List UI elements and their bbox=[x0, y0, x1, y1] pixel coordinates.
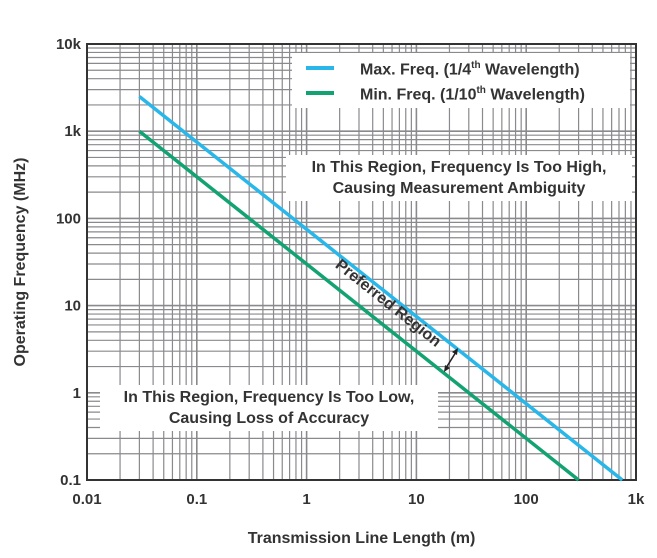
x-tick-label: 100 bbox=[514, 491, 539, 508]
double-arrow-icon bbox=[445, 351, 457, 369]
legend-swatch-min bbox=[306, 90, 334, 95]
y-tick-label: 1 bbox=[73, 385, 81, 402]
legend-item-min: Min. Freq. (1/10th Wavelength) bbox=[292, 80, 630, 105]
x-tick-label: 10 bbox=[408, 491, 425, 508]
legend: Max. Freq. (1/4th Wavelength) Min. Freq.… bbox=[292, 53, 630, 108]
y-tick-label: 10 bbox=[64, 298, 81, 315]
legend-label-max: Max. Freq. (1/4th Wavelength) bbox=[360, 60, 580, 79]
x-tick-label: 1 bbox=[302, 491, 310, 508]
y-tick-label: 0.1 bbox=[60, 472, 81, 489]
annotation-high-line2: Causing Measurement Ambiguity bbox=[332, 180, 586, 197]
annotation-low-line1: In This Region, Frequency Is Too Low, bbox=[123, 389, 415, 406]
y-axis-label: Operating Frequency (MHz) bbox=[12, 158, 29, 367]
x-tick-label: 0.1 bbox=[186, 491, 207, 508]
annotation-high: In This Region, Frequency Is Too High, C… bbox=[286, 155, 632, 201]
legend-label-min: Min. Freq. (1/10th Wavelength) bbox=[360, 85, 585, 104]
y-tick-label: 10k bbox=[56, 36, 82, 53]
annotation-high-line1: In This Region, Frequency Is Too High, bbox=[311, 159, 607, 176]
y-tick-label: 1k bbox=[64, 123, 81, 140]
annotation-low-line2: Causing Loss of Accuracy bbox=[168, 410, 370, 427]
arrowheads-icon bbox=[444, 348, 458, 372]
x-tick-label: 0.01 bbox=[72, 491, 101, 508]
series-line-max bbox=[138, 95, 624, 482]
legend-swatch-max bbox=[306, 65, 334, 70]
plot-border bbox=[86, 43, 637, 481]
annotation-low: In This Region, Frequency Is Too Low, Ca… bbox=[100, 385, 438, 431]
y-tick-label: 100 bbox=[56, 210, 81, 227]
legend-item-max: Max. Freq. (1/4th Wavelength) bbox=[292, 55, 630, 80]
x-tick-label: 1k bbox=[628, 491, 645, 508]
x-axis-label: Transmission Line Length (m) bbox=[248, 530, 476, 547]
series-line-min bbox=[138, 129, 580, 482]
